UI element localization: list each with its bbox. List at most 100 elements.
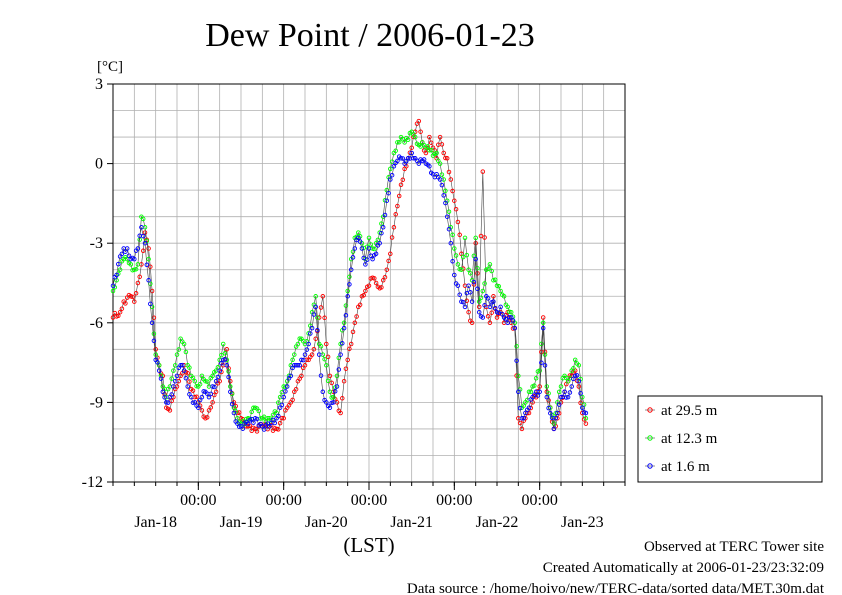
series-point <box>302 363 308 368</box>
y-tick-label: -3 <box>90 235 103 252</box>
series-point <box>249 409 254 415</box>
series-point <box>370 256 375 262</box>
series-point <box>379 285 384 290</box>
series-point <box>226 369 231 374</box>
series-point <box>468 270 473 276</box>
series-point <box>181 368 187 373</box>
series-point <box>169 376 174 381</box>
series-point <box>475 286 480 292</box>
series-point <box>519 416 525 421</box>
series-point <box>396 193 402 199</box>
series-point <box>498 288 503 294</box>
series-point <box>140 216 146 222</box>
series-point <box>133 291 139 296</box>
series-point <box>363 288 368 294</box>
series-point <box>315 315 320 320</box>
series-point <box>533 376 539 381</box>
series-point <box>453 253 459 258</box>
series-point <box>361 293 366 298</box>
series-point <box>212 384 217 390</box>
series-point <box>498 304 503 310</box>
x-time-label: 00:00 <box>265 492 301 509</box>
series-point <box>564 395 569 400</box>
series-point <box>277 420 283 426</box>
series-point <box>288 373 294 379</box>
series-point <box>466 309 471 315</box>
series-point <box>425 144 430 149</box>
series-point <box>190 400 196 405</box>
series-point <box>117 309 123 315</box>
series-point <box>320 389 326 395</box>
series-point <box>437 161 443 166</box>
series-point <box>188 394 194 400</box>
series-point <box>437 134 443 140</box>
series-point <box>251 420 256 425</box>
series-point <box>171 368 176 373</box>
series-point <box>153 347 158 352</box>
series-point <box>123 249 128 254</box>
series-point <box>324 400 329 405</box>
series-point <box>199 373 205 379</box>
x-date-label: Jan-22 <box>476 514 519 531</box>
series-point <box>540 315 546 320</box>
series-point <box>466 267 471 272</box>
series-point <box>256 408 262 414</box>
series-point <box>473 235 478 241</box>
series-point <box>514 344 519 349</box>
series-point <box>583 410 589 416</box>
series-point <box>578 400 583 406</box>
series-point <box>558 384 564 389</box>
series-point <box>130 294 135 300</box>
series-point <box>551 421 557 426</box>
series-point <box>172 363 178 368</box>
series-point <box>446 209 452 214</box>
series-point <box>471 279 477 285</box>
series-point <box>357 302 363 308</box>
series-point <box>169 398 174 404</box>
series-point <box>324 341 329 347</box>
series-point <box>388 251 393 257</box>
series-point <box>475 265 480 271</box>
series-point <box>578 391 583 396</box>
series-point <box>322 356 327 362</box>
series-point <box>204 379 210 384</box>
series-point <box>491 294 496 299</box>
series-point <box>320 294 326 299</box>
series-point <box>379 221 384 226</box>
series-point <box>400 177 406 183</box>
series-point <box>185 384 190 389</box>
series-point <box>517 405 523 411</box>
series-point <box>116 313 121 319</box>
x-time-label: 00:00 <box>180 492 216 509</box>
series-point <box>517 420 523 426</box>
series-point <box>576 378 582 384</box>
series-point <box>160 389 166 395</box>
series-point <box>391 164 397 169</box>
series-point <box>270 412 276 418</box>
series-point <box>116 261 121 267</box>
series-point <box>309 325 315 331</box>
series-point <box>183 349 189 355</box>
series-point <box>354 314 359 319</box>
series-point <box>135 246 141 251</box>
series-point <box>459 251 464 257</box>
series-point <box>452 272 457 278</box>
series-point <box>345 357 350 363</box>
legend: at 29.5 m at 12.3 m at 1.6 m <box>637 395 823 483</box>
series-point <box>569 384 574 389</box>
y-tick-label: -9 <box>90 394 103 411</box>
series-point <box>299 373 304 379</box>
series-point <box>146 246 151 251</box>
series-point <box>423 150 429 156</box>
series-point <box>196 405 201 410</box>
series-point <box>228 389 233 395</box>
series-point <box>224 347 230 352</box>
series-point <box>185 370 190 376</box>
series-point <box>313 336 318 341</box>
series-point <box>489 268 494 274</box>
series-point <box>306 341 311 347</box>
series-point <box>261 414 267 420</box>
series-point <box>373 280 379 286</box>
series-point <box>411 156 416 161</box>
series-point <box>441 193 446 198</box>
